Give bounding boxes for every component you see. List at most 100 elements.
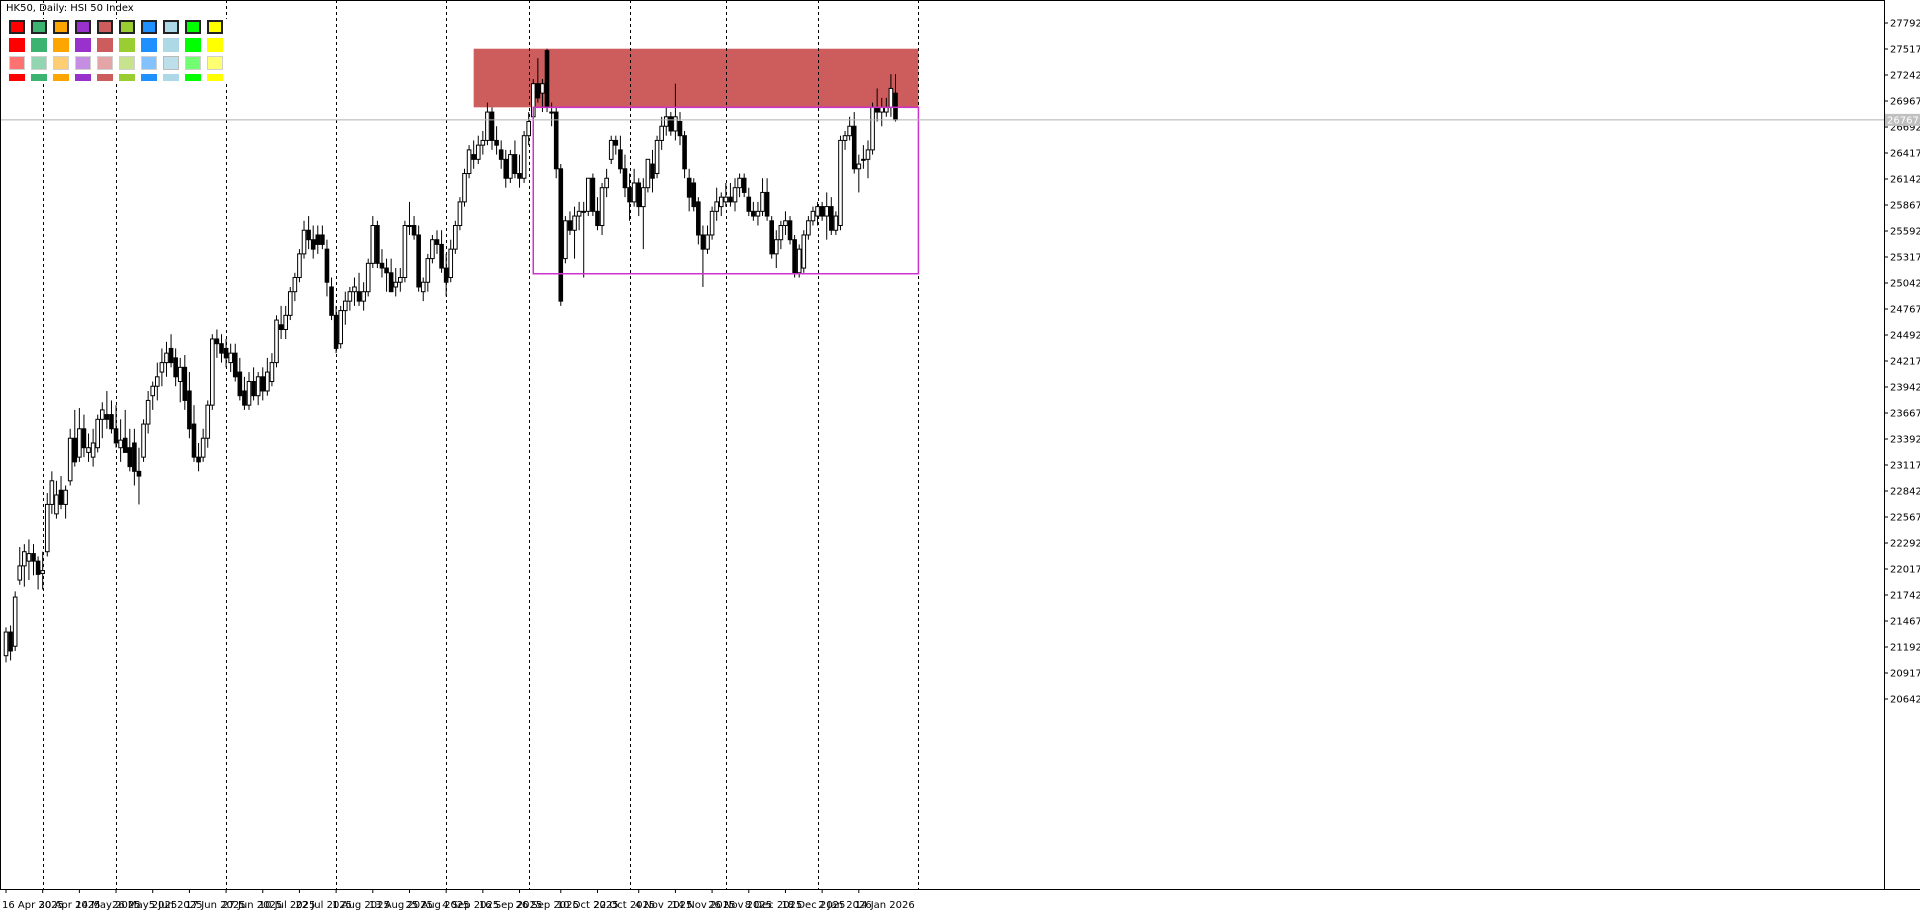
candle xyxy=(691,178,697,212)
candle xyxy=(145,390,151,434)
candle-body-bullish xyxy=(806,220,811,236)
color-swatch[interactable] xyxy=(9,20,25,34)
candle xyxy=(686,168,692,212)
candle-body-bearish xyxy=(636,182,642,208)
candle-body-bearish xyxy=(411,225,417,236)
candle-body-bullish xyxy=(457,201,463,227)
color-swatch[interactable] xyxy=(97,20,113,34)
candle xyxy=(12,591,18,651)
candle-body-bullish xyxy=(453,225,458,250)
color-swatch[interactable] xyxy=(141,20,157,34)
candle-body-bearish xyxy=(558,168,564,302)
color-swatch xyxy=(9,56,25,70)
candle-body-bullish xyxy=(645,158,651,189)
candle xyxy=(705,225,710,254)
candle-body-bearish xyxy=(315,234,321,245)
color-swatch xyxy=(53,74,69,81)
x-tick-label: 10 Oct 2025 xyxy=(557,900,619,911)
candle xyxy=(356,272,362,306)
candle-body-bullish xyxy=(585,177,591,212)
candle-body-bearish xyxy=(498,149,504,160)
color-swatch[interactable] xyxy=(207,20,223,34)
candle xyxy=(132,428,137,486)
candle-body-bullish xyxy=(576,210,582,217)
candle xyxy=(801,230,807,273)
candle xyxy=(411,216,417,240)
candle xyxy=(627,173,632,221)
color-swatch[interactable] xyxy=(75,20,91,34)
color-swatch xyxy=(9,74,25,81)
candle-body-bullish xyxy=(301,229,307,255)
candle-body-bearish xyxy=(379,262,385,269)
x-tick-label: 2 Jan 2026 xyxy=(818,900,872,911)
color-swatch[interactable] xyxy=(31,20,47,34)
candle-body-bullish xyxy=(287,291,293,316)
candle-body-bearish xyxy=(182,366,188,401)
candle xyxy=(287,286,293,321)
candle xyxy=(306,216,311,250)
y-tick-label: 27517.0 xyxy=(1890,45,1920,56)
candle xyxy=(792,234,797,278)
candle xyxy=(375,220,380,269)
candle-body-bearish xyxy=(567,220,573,231)
chart-symbol-title: HK50, Daily: HSI 50 Index xyxy=(6,3,134,14)
candle-body-bullish xyxy=(49,480,55,505)
y-tick-label: 21742.0 xyxy=(1890,591,1920,602)
color-swatch xyxy=(207,56,223,70)
color-swatch xyxy=(31,56,47,70)
candle-body-bearish xyxy=(503,158,509,179)
candle-body-bullish xyxy=(86,447,91,453)
candle xyxy=(668,112,674,136)
x-tick-label: 27 Jun 2025 xyxy=(222,900,282,911)
candle xyxy=(232,343,238,382)
candle xyxy=(760,178,765,217)
candle-body-bullish xyxy=(480,139,486,146)
candle-body-bearish xyxy=(136,470,142,477)
x-tick-label: 1 Aug 2025 xyxy=(332,900,390,911)
candle xyxy=(815,201,820,226)
candle-body-bullish xyxy=(425,258,431,283)
candle-body-bullish xyxy=(297,253,302,279)
candle-body-bearish xyxy=(769,220,774,255)
candle-body-bearish xyxy=(35,560,41,575)
candle xyxy=(402,220,408,283)
candle-body-bullish xyxy=(44,503,50,553)
color-swatch xyxy=(53,56,69,70)
candle xyxy=(508,149,513,183)
candle-body-bearish xyxy=(686,177,692,198)
candle-body-bearish xyxy=(787,220,793,241)
candle xyxy=(365,258,371,297)
candle-body-bullish xyxy=(205,404,211,439)
candle-body-bullish xyxy=(338,310,344,345)
candle xyxy=(398,268,403,292)
x-tick-label: 26 May 2025 xyxy=(112,900,177,911)
color-swatch xyxy=(207,38,223,52)
candle xyxy=(237,357,243,401)
color-swatch[interactable] xyxy=(119,20,135,34)
candle xyxy=(549,102,554,127)
candle-body-bullish xyxy=(402,225,408,279)
color-swatch[interactable] xyxy=(163,20,179,34)
candle-body-bearish xyxy=(691,182,697,208)
candle xyxy=(489,107,495,150)
candle xyxy=(196,442,201,472)
candle-body-bearish xyxy=(622,168,628,189)
color-swatch[interactable] xyxy=(185,20,201,34)
x-tick-label: 22 Oct 2025 xyxy=(593,900,655,911)
candle-body-bearish xyxy=(278,324,284,331)
candle-body-bearish xyxy=(320,234,325,245)
candle xyxy=(796,244,802,278)
candle-body-bearish xyxy=(324,248,330,283)
x-tick-label: 18 Dec 2025 xyxy=(781,900,845,911)
color-swatch[interactable] xyxy=(53,20,69,34)
candle xyxy=(861,145,866,169)
candle xyxy=(641,178,646,250)
y-tick-label: 26967.0 xyxy=(1890,97,1920,108)
candle-body-bearish xyxy=(434,239,440,245)
candle-body-bearish xyxy=(113,428,119,444)
candle xyxy=(333,305,339,354)
candle xyxy=(696,197,701,245)
candle-body-bearish xyxy=(535,83,541,99)
